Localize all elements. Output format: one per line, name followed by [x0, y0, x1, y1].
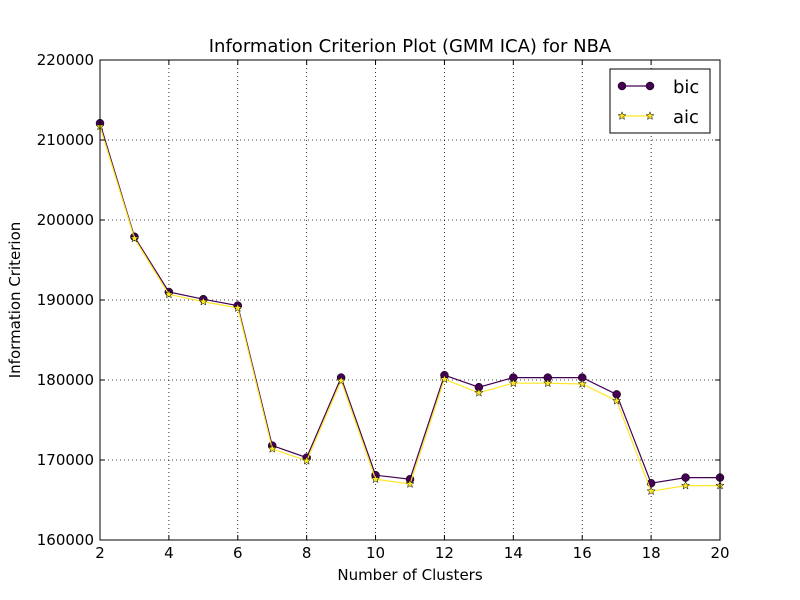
aic-data-point [405, 479, 415, 488]
aic-data-point [474, 387, 484, 397]
legend-box [609, 68, 711, 134]
y-tick-label: 170000 [37, 451, 94, 469]
legend-bic-marker [617, 81, 627, 91]
x-tick-label: 2 [95, 544, 105, 562]
legend-bic-marker [645, 81, 655, 91]
plot-series [95, 118, 725, 496]
legend-aic-marker [645, 111, 655, 120]
aic-data-point [302, 455, 312, 465]
y-tick-label: 210000 [37, 131, 94, 149]
aic-data-point [577, 379, 587, 388]
aic-data-point [439, 374, 450, 384]
x-tick-label: 16 [573, 544, 592, 562]
grid-lines [100, 60, 720, 540]
legend: bic aic [609, 68, 711, 134]
x-tick-label: 6 [233, 544, 243, 562]
x-axis-label: Number of Clusters [337, 566, 482, 584]
legend-bic-label: bic [673, 77, 699, 98]
aic-data-point [543, 378, 553, 388]
aic-data-point [680, 480, 691, 490]
axis-ticks: 2 4 6 8 10 12 14 16 18 20 160000 170000 180000 190000… [37, 51, 730, 562]
bic-data-point [681, 473, 690, 482]
aic-data-point [612, 395, 622, 405]
aic-data-point [508, 378, 518, 388]
aic-data-point [198, 296, 208, 306]
x-tick-label: 12 [435, 544, 454, 562]
x-tick-label: 4 [164, 544, 174, 562]
legend-aic-markers [617, 111, 655, 120]
x-tick-label: 18 [642, 544, 661, 562]
y-axis-label: Information Criterion [6, 222, 24, 379]
y-tick-label: 180000 [37, 371, 94, 389]
y-tick-label: 220000 [37, 51, 94, 69]
x-tick-label: 10 [366, 544, 385, 562]
aic-data-point [646, 486, 656, 496]
legend-aic-marker [617, 111, 627, 120]
aic-data-point [267, 443, 277, 453]
aic-data-point [164, 289, 174, 299]
aic-data-point [129, 233, 140, 243]
y-tick-label: 190000 [37, 291, 94, 309]
aic-data-point [370, 474, 381, 484]
x-tick-label: 14 [504, 544, 523, 562]
y-tick-label: 200000 [37, 211, 94, 229]
y-tick-label: 160000 [37, 531, 94, 549]
aic-data-point [336, 375, 346, 385]
x-tick-label: 8 [302, 544, 312, 562]
x-tick-label: 20 [710, 544, 729, 562]
aic-data-point [233, 303, 243, 312]
chart-title: Information Criterion Plot (GMM ICA) for… [209, 36, 612, 57]
legend-aic-label: aic [673, 107, 699, 128]
